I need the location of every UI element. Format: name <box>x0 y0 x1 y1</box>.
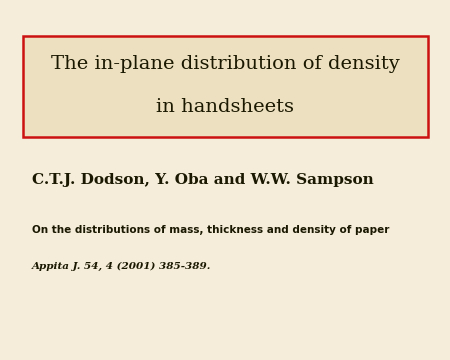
Text: C.T.J. Dodson, Y. Oba and W.W. Sampson: C.T.J. Dodson, Y. Oba and W.W. Sampson <box>32 173 373 187</box>
Text: in handsheets: in handsheets <box>156 98 294 116</box>
Text: The in-plane distribution of density: The in-plane distribution of density <box>50 55 400 73</box>
FancyBboxPatch shape <box>22 36 427 137</box>
Text: Appita J. 54, 4 (2001) 385-389.: Appita J. 54, 4 (2001) 385-389. <box>32 262 211 271</box>
Text: On the distributions of mass, thickness and density of paper: On the distributions of mass, thickness … <box>32 225 389 235</box>
